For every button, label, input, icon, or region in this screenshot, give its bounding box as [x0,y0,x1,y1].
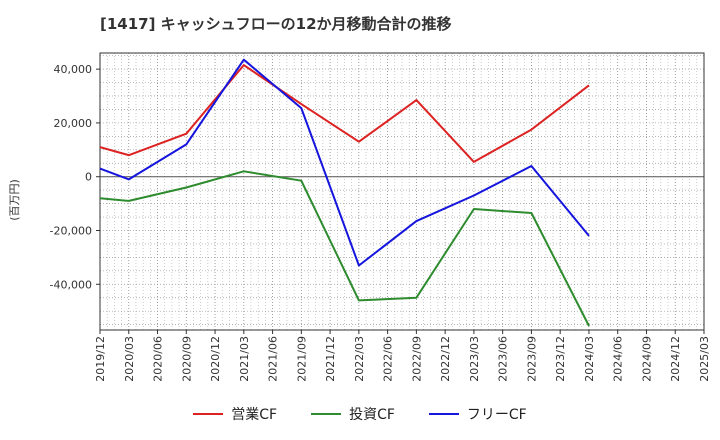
x-tick-label: 2020/09 [180,336,193,382]
legend-swatch [193,413,224,415]
y-tick-label: 20,000 [54,117,93,130]
x-tick-label: 2021/12 [324,336,337,382]
vertical-gridlines [99,53,705,330]
legend-label: フリーCF [466,407,527,423]
x-tick-label: 2022/09 [410,336,423,382]
legend-item: フリーCF [428,404,527,424]
x-tick-label: 2024/03 [583,336,596,382]
x-tick-label: 2020/06 [152,336,165,382]
x-tick-label: 2022/06 [382,336,395,382]
x-tick-label: 2021/09 [295,336,308,382]
x-tick-label: 2024/09 [640,336,653,382]
y-tick-label: 40,000 [54,63,93,76]
plot-frame [99,52,705,331]
y-tick-label: 0 [85,171,92,184]
series-line-営業CF [99,64,590,163]
x-tick-label: 2023/09 [525,336,538,382]
x-tick-label: 2024/06 [612,336,625,382]
y-axis-label: (百万円) [8,179,21,221]
x-axis-ticks: 2019/12 2020/03 2020/06 2020/09 2020/12 2021/… [94,330,711,382]
legend-swatch [428,413,459,415]
series-lines [99,58,590,327]
y-axis-ticks: 40,000 20,000 0 -20,000 -40,000 [50,63,100,291]
legend-swatch [311,413,342,415]
x-tick-label: 2021/06 [267,336,280,382]
x-tick-label: 2023/12 [554,336,567,382]
x-tick-label: 2023/06 [497,336,510,382]
legend: 営業CF 投資CF フリーCF [0,404,720,424]
x-tick-label: 2024/12 [669,336,682,382]
x-tick-label: 2020/03 [123,336,136,382]
legend-item: 投資CF [311,404,395,424]
legend-item: 営業CF [193,404,277,424]
chart-title: [1417] キャッシュフローの12か月移動合計の推移 [100,15,452,33]
x-tick-label: 2025/03 [698,336,711,382]
x-tick-label: 2019/12 [94,336,107,382]
legend-label: 営業CF [231,407,278,423]
y-tick-label: -40,000 [50,278,92,291]
x-tick-label: 2020/12 [209,336,222,382]
x-tick-label: 2021/03 [238,336,251,382]
series-line-フリーCF [99,58,590,267]
series-line-投資CF [99,170,590,327]
x-tick-label: 2022/03 [353,336,366,382]
x-tick-label: 2022/12 [439,336,452,382]
x-tick-label: 2023/03 [468,336,481,382]
y-tick-label: -20,000 [50,224,92,237]
legend-label: 投資CF [349,407,395,423]
